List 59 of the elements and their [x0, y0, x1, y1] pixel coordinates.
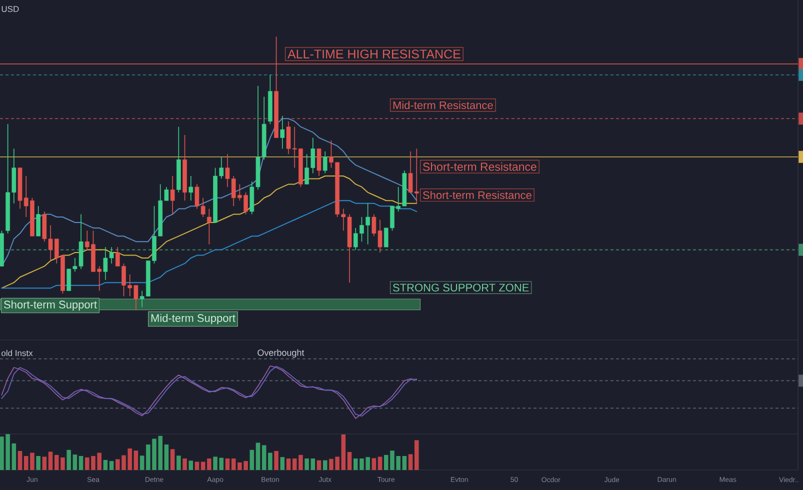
bar: [280, 457, 285, 470]
bar: [72, 454, 78, 470]
bar: [207, 458, 212, 470]
bar: [262, 445, 266, 470]
bar: [164, 444, 169, 470]
bar: [286, 458, 291, 470]
bar: [316, 460, 322, 470]
bar: [78, 456, 84, 470]
text: Mid-term Support: [151, 314, 236, 324]
bar: [347, 452, 352, 470]
bar: [36, 456, 40, 470]
bar: [134, 450, 138, 470]
bar: [200, 462, 206, 470]
bar: [298, 454, 303, 470]
bar: [378, 456, 382, 470]
candlestick: [322, 151, 328, 174]
bar: [322, 460, 328, 470]
bar: [42, 456, 47, 470]
candlestick: [36, 206, 40, 237]
bar: [176, 456, 181, 470]
bar: [109, 461, 114, 470]
bar: [188, 460, 194, 470]
bar: [341, 434, 346, 470]
candlestick: [207, 208, 212, 245]
band-label: STRONG SUPPORT ZONE: [393, 284, 529, 292]
annotation: Short-term Support: [4, 300, 97, 311]
bar: [12, 443, 16, 470]
bar: [66, 450, 71, 470]
bar: [372, 458, 376, 470]
bar: [140, 456, 144, 470]
bar: [304, 458, 309, 470]
chart-title: USD: [2, 6, 19, 12]
bar: [18, 450, 22, 470]
bar: [250, 450, 254, 470]
bar: [48, 452, 53, 470]
annotation: Short-term Resistance: [423, 190, 532, 200]
ref-line-label: Short-term Resistance: [423, 162, 536, 171]
bar: [103, 460, 108, 470]
bar: [194, 462, 200, 470]
ref-line-label: ALL-TIME HIGH RESISTANCE: [288, 50, 460, 58]
chart-title: old Instx: [2, 350, 33, 356]
bar: [408, 454, 413, 470]
candlestick: [170, 176, 175, 215]
candlestick: [316, 148, 322, 176]
bar: [231, 458, 236, 470]
bar: [402, 456, 407, 470]
ref-line-label: Overbought: [258, 349, 304, 358]
bar: [292, 458, 297, 470]
bar: [225, 458, 230, 470]
bar: [256, 442, 260, 470]
bar: [170, 449, 175, 470]
candlestick: [188, 176, 194, 202]
bar: [274, 450, 278, 470]
bar: [268, 452, 272, 470]
ref-line-label: Mid-term Resistance: [393, 101, 493, 110]
bar: [310, 458, 316, 470]
bar: [182, 458, 187, 470]
bar: [414, 440, 419, 470]
candlestick: [280, 115, 285, 150]
